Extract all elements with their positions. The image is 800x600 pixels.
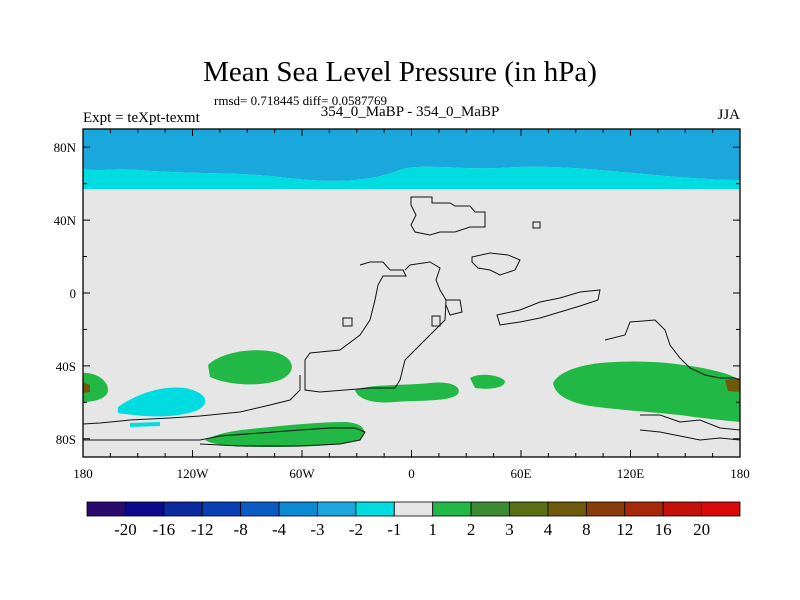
comparison-label: 354_0_MaBP - 354_0_MaBP xyxy=(320,104,500,120)
x-tick-label: 180 xyxy=(73,466,93,481)
coastline-madagascar xyxy=(431,315,441,327)
coastline-east-antarctica-2 xyxy=(639,429,741,441)
colorbar-swatch xyxy=(317,501,357,517)
south-pacific-low xyxy=(118,387,206,417)
colorbar-label: -3 xyxy=(310,520,324,539)
colorbar-label: -1 xyxy=(387,520,401,539)
x-tick-label: 180 xyxy=(730,466,750,481)
coastline-north-africa xyxy=(410,196,486,236)
southern-ocean-indian xyxy=(553,361,740,422)
coastline-arabia xyxy=(471,252,521,276)
colorbar-swatch xyxy=(547,501,587,517)
colorbar-label: 1 xyxy=(428,520,437,539)
axes: 180 120W 60W 0 60E 120E 180 80N 40N 0 40S 80S xyxy=(54,129,750,481)
y-tick-label: 80N xyxy=(54,140,77,155)
coastline-africa-east xyxy=(445,299,463,316)
colorbar-swatch xyxy=(585,501,626,517)
coastline-americas xyxy=(304,261,447,393)
colorbar-swatch xyxy=(509,501,549,517)
coastline-australia xyxy=(604,319,741,381)
colorbar-swatch xyxy=(662,501,702,517)
x-tick-label: 60W xyxy=(289,466,315,481)
arctic-band-inner xyxy=(83,166,740,189)
coastline-antarctica xyxy=(83,427,366,447)
experiment-label: Expt = teXpt-texmt xyxy=(83,110,200,126)
colorbar-swatch xyxy=(432,501,472,517)
colorbar-label: 4 xyxy=(544,520,553,539)
colorbar-swatch xyxy=(393,501,434,517)
season-label: JJA xyxy=(717,107,740,123)
colorbar-label: -8 xyxy=(234,520,248,539)
colorbar-label: 20 xyxy=(693,520,710,539)
colorbar-label: 16 xyxy=(655,520,672,539)
coastline-island-2 xyxy=(532,221,541,229)
colorbar-swatch xyxy=(240,501,280,517)
colorbar-swatch xyxy=(86,501,126,517)
south-pacific-high xyxy=(208,350,292,385)
colorbar-label: 8 xyxy=(582,520,591,539)
stats-text: rmsd= 0.718445 diff= 0.0587769 xyxy=(214,93,387,108)
colorbar-swatch xyxy=(470,501,510,517)
colorbar-swatch xyxy=(355,501,395,517)
coastline-india xyxy=(496,289,601,326)
southern-ocean-atlantic-east xyxy=(470,374,505,389)
x-tick-label: 60E xyxy=(511,466,532,481)
y-tick-label: 0 xyxy=(70,286,77,301)
colorbar-label: -2 xyxy=(349,520,363,539)
colorbar-label: 3 xyxy=(505,520,514,539)
colorbar-label: 12 xyxy=(616,520,633,539)
arctic-band-outer xyxy=(83,129,740,181)
colorbar-label: 2 xyxy=(467,520,476,539)
colorbar-label: -20 xyxy=(114,520,137,539)
field-layer xyxy=(83,129,740,447)
colorbar-swatch xyxy=(701,501,741,517)
chart-title: Mean Sea Level Pressure (in hPa) xyxy=(203,56,597,88)
colorbar-label: -4 xyxy=(272,520,287,539)
coastlines xyxy=(82,196,741,447)
south-pacific-low-small xyxy=(130,422,160,427)
coastline-east-antarctica xyxy=(640,414,741,431)
x-tick-label: 120W xyxy=(177,466,210,481)
colorbar-label: -12 xyxy=(191,520,214,539)
y-tick-label: 80S xyxy=(56,432,76,447)
x-tick-label: 0 xyxy=(408,466,415,481)
coastline-south-america-tip xyxy=(82,375,301,425)
colorbar-swatch xyxy=(624,501,664,517)
dateline-peak-west xyxy=(83,382,90,393)
dateline-high-west xyxy=(83,372,108,402)
colorbar-swatch xyxy=(163,501,203,517)
colorbar-swatch xyxy=(125,501,165,517)
coastline-island-1 xyxy=(342,317,353,327)
y-tick-label: 40N xyxy=(54,213,77,228)
colorbar-swatch xyxy=(201,501,242,517)
y-tick-label: 40S xyxy=(56,359,76,374)
colorbar-label: -16 xyxy=(152,520,175,539)
indian-ocean-peak xyxy=(725,378,740,392)
x-tick-label: 120E xyxy=(617,466,645,481)
colorbar: -20 -16 -12 -8 -4 -3 -2 -1 1 2 3 4 8 12 16 20 xyxy=(86,501,741,539)
colorbar-swatch xyxy=(278,501,318,517)
